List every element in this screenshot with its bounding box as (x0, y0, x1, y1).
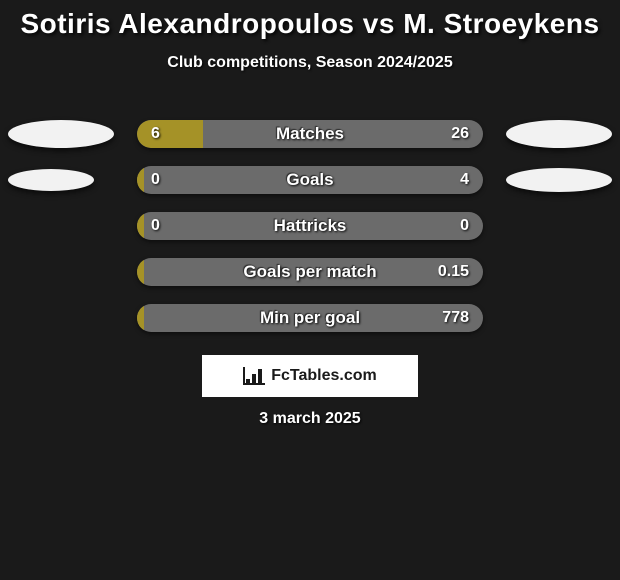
stat-value-left: 0 (151, 212, 160, 240)
stat-value-right: 26 (451, 120, 469, 148)
stat-bar: Goals0 4 (137, 166, 483, 194)
stat-label: Hattricks (137, 212, 483, 240)
stat-label: Min per goal (137, 304, 483, 332)
fctables-logo: FcTables.com (202, 355, 418, 397)
stat-rows: Matches626Goals04Hattricks00Goals per ma… (0, 120, 620, 350)
stat-label: Goals (137, 166, 483, 194)
logo-text: FcTables.com (271, 367, 377, 385)
comparison-chart: Sotiris Alexandropoulos vs M. Stroeykens… (0, 0, 620, 580)
stat-value-right: 0 (460, 212, 469, 240)
subtitle: Club competitions, Season 2024/2025 (0, 54, 620, 72)
bar-chart-icon (243, 367, 265, 385)
stat-bar: Min per goal778 (137, 304, 483, 332)
stat-value-right: 0.15 (438, 258, 469, 286)
player-oval-icon (8, 169, 94, 191)
stat-row: Hattricks0 0 (0, 212, 620, 240)
page-title: Sotiris Alexandropoulos vs M. Stroeykens (0, 0, 620, 40)
stat-value-right: 4 (460, 166, 469, 194)
stat-label: Goals per match (137, 258, 483, 286)
stat-row: Min per goal778 (0, 304, 620, 332)
stat-bar-fill (137, 212, 144, 240)
stat-value-right: 778 (442, 304, 469, 332)
stat-row: Goals per match0.15 (0, 258, 620, 286)
stat-bar-fill (137, 258, 144, 286)
stat-bar: Hattricks0 0 (137, 212, 483, 240)
player-oval-icon (506, 168, 612, 192)
stat-value-left: 0 (151, 166, 160, 194)
date-label: 3 march 2025 (0, 410, 620, 428)
stat-bar-fill (137, 166, 144, 194)
stat-bar-fill (137, 120, 203, 148)
stat-bar-fill (137, 304, 144, 332)
player-oval-icon (506, 120, 612, 148)
stat-bar: Goals per match0.15 (137, 258, 483, 286)
stat-bar: Matches626 (137, 120, 483, 148)
player-oval-icon (8, 120, 114, 148)
